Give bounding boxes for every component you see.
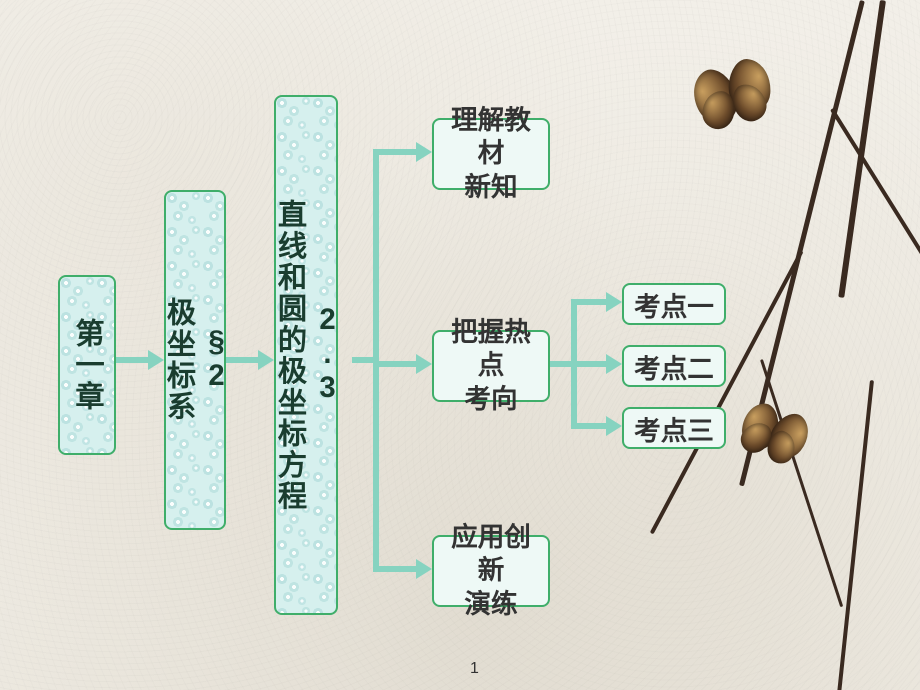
connector-hseg	[376, 361, 418, 367]
arrowhead-icon	[416, 559, 432, 579]
node-section-2: §2 极坐标系	[164, 190, 226, 530]
node-apply-label: 应用创新演练	[434, 515, 548, 627]
arrowhead-icon	[606, 354, 622, 374]
arrowhead-icon	[416, 142, 432, 162]
node-kaodian-3-label: 考点三	[626, 403, 722, 454]
connector-hseg	[574, 423, 608, 429]
connector-hseg	[376, 149, 418, 155]
node-chapter-label: 第一章	[58, 312, 116, 418]
connector-hseg	[574, 361, 608, 367]
arrowhead-icon	[416, 354, 432, 374]
node-understand-label: 理解教材新知	[434, 98, 548, 210]
node-kaodian-1-label: 考点一	[626, 279, 722, 330]
node-section-2-3-line0: 2.3	[312, 304, 344, 406]
arrowhead-icon	[148, 350, 164, 370]
node-apply: 应用创新演练	[432, 535, 550, 607]
connector-hseg	[574, 299, 608, 305]
connector-hseg	[226, 357, 260, 363]
arrowhead-icon	[258, 350, 274, 370]
node-chapter: 第一章	[58, 275, 116, 455]
node-kaodian-2: 考点二	[622, 345, 726, 387]
connector-hseg	[376, 566, 418, 572]
connector-hseg	[116, 357, 150, 363]
arrowhead-icon	[606, 292, 622, 312]
node-section-2-3-line1: 直线和圆的极坐标方程	[274, 199, 306, 512]
node-grasp-label: 把握热点考向	[434, 310, 548, 422]
node-kaodian-3: 考点三	[622, 407, 726, 449]
node-grasp: 把握热点考向	[432, 330, 550, 402]
arrowhead-icon	[606, 416, 622, 436]
node-kaodian-1: 考点一	[622, 283, 726, 325]
node-section-2-3: 2.3 直线和圆的极坐标方程	[274, 95, 338, 615]
page-number: 1	[470, 660, 479, 678]
node-kaodian-2-label: 考点二	[626, 341, 722, 392]
node-understand: 理解教材新知	[432, 118, 550, 190]
node-section-2-line1: 极坐标系	[163, 297, 195, 422]
node-section-2-3-label: 2.3 直线和圆的极坐标方程	[261, 193, 352, 518]
